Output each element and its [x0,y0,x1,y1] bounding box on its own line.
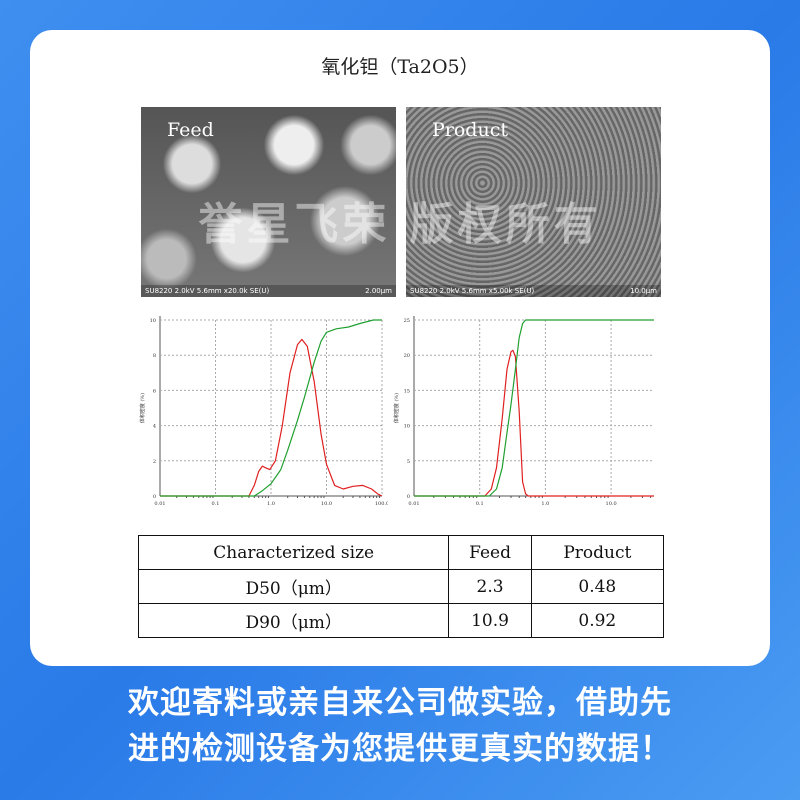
y-tick-label: 6 [153,388,156,394]
x-tick-label: 1.0 [541,501,549,507]
table-cell: 2.3 [448,569,532,604]
y-tick-label: 8 [153,353,156,359]
sem-image-feed: Feed SU8220 2.0kV 5.6mm x20.0k SE(U) 2.00… [141,107,396,297]
footer-text: 欢迎寄料或亲自来公司做实验，借助先 进的检测设备为您提供更真实的数据！ [0,680,800,772]
y-tick-label: 5 [407,459,410,465]
table-cell: D90（μm） [137,603,450,638]
sem-info: SU8220 2.0kV 5.6mm x20.0k SE(U) [145,287,270,295]
y-tick-label: 4 [153,424,156,430]
y-tick-label: 20 [404,353,410,359]
frequency-line [414,349,654,497]
y-tick-label: 10 [404,424,410,430]
sem-label: Feed [167,119,214,141]
table-row: D50（μm） 2.3 0.48 [137,569,665,604]
x-tick-label: 1.0 [267,501,275,507]
x-tick-label: 0.1 [212,501,220,507]
footer-line: 欢迎寄料或亲自来公司做实验，借助先 [128,685,672,721]
cumulative-line [414,319,654,497]
sem-image-product: Product SU8220 2.0kV 5.6mm x5.00k SE(U) 1… [406,107,661,297]
chart-product: 0 5 10 15 20 25 0.01 0.1 1.0 10.0 体积密度 (%) [393,316,654,507]
y-tick-label: 0 [153,494,156,500]
frequency-line [160,338,383,497]
sem-scale: 2.00μm [365,287,392,295]
y-tick-label: 25 [404,318,410,324]
y-axis-label: 体积密度 (%) [139,393,146,423]
table-cell: 0.92 [530,603,665,638]
sem-scale: 10.0μm [630,287,657,295]
y-tick-label: 2 [153,459,156,465]
chart-feed: 0 2 4 6 8 10 0.01 0.1 1.0 10.0 100.0 体积密度 (%) [139,316,388,507]
x-tick-label: 0.01 [154,501,165,507]
table-cell: D50（μm） [137,569,450,604]
x-tick-label: 10.0 [606,501,617,507]
x-tick-label: 100.0 [375,501,388,507]
table-cell: 0.48 [530,569,665,604]
table-header: Product [530,535,665,570]
table-header: Feed [448,535,532,570]
sem-info: SU8220 2.0kV 5.6mm x5.00k SE(U) [410,287,535,295]
y-tick-label: 0 [407,494,410,500]
y-tick-label: 15 [404,388,410,394]
table-header-row: Characterized size Feed Product [137,535,665,570]
x-tick-label: 10.0 [321,501,332,507]
y-axis-label: 体积密度 (%) [393,393,400,423]
table-row: D90（μm） 10.9 0.92 [137,603,665,638]
x-tick-label: 0.01 [408,501,419,507]
sem-label: Product [432,119,508,141]
table-cell: 10.9 [448,603,532,638]
cumulative-line [160,319,382,497]
x-tick-label: 0.1 [476,501,484,507]
page-title: 氧化钽（Ta2O5） [321,56,479,78]
size-table: Characterized size Feed Product D50（μm） … [137,535,665,638]
table-header: Characterized size [137,535,450,570]
footer-line: 进的检测设备为您提供更真实的数据！ [128,731,672,767]
y-tick-label: 10 [150,318,156,324]
watermark: 誉星飞荣 版权所有 [198,199,602,250]
